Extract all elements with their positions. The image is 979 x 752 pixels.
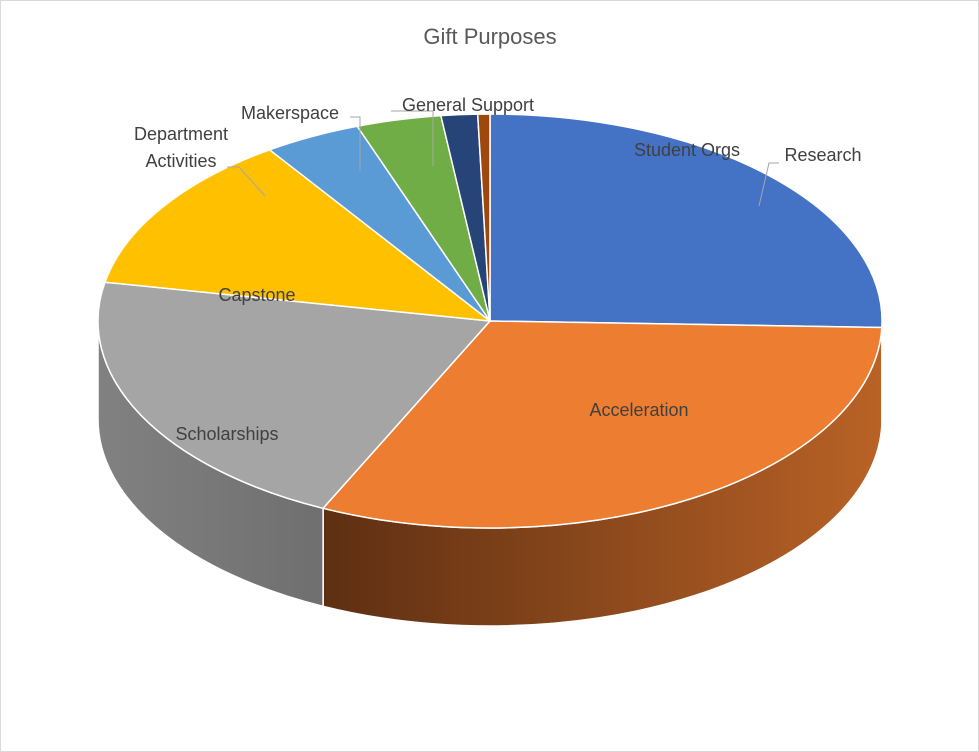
slice-label-student-orgs: Student Orgs <box>634 140 740 160</box>
leader-line-general-support <box>391 110 434 166</box>
pie-slice-acceleration <box>322 320 883 529</box>
slice-label-capstone: Capstone <box>218 285 295 305</box>
leader-line-research <box>758 162 779 207</box>
pie-slice-student-orgs <box>476 113 491 322</box>
leader-lines <box>227 110 779 207</box>
leader-line-makerspace <box>350 116 361 171</box>
leader-line-department-activities <box>227 166 266 197</box>
slice-label-research: Research <box>784 145 861 165</box>
slice-label-acceleration: Acceleration <box>589 400 688 420</box>
slice-labels: Research Acceleration Scholarships Capstone… <box>134 95 862 444</box>
slice-label-makerspace: Makerspace <box>241 103 339 123</box>
slice-label-scholarships: Scholarships <box>175 424 278 444</box>
slice-label-department-activities-line2: Activities <box>145 151 216 171</box>
pie-tops <box>97 113 883 529</box>
slice-label-general-support: General Support <box>402 95 534 115</box>
chart-title: Gift Purposes <box>423 24 556 49</box>
pie-slice-research <box>489 113 883 329</box>
slice-label-department-activities-line1: Department <box>134 124 228 144</box>
pie-slice-scholarships <box>97 281 491 510</box>
pie-slice-capstone <box>104 149 491 322</box>
